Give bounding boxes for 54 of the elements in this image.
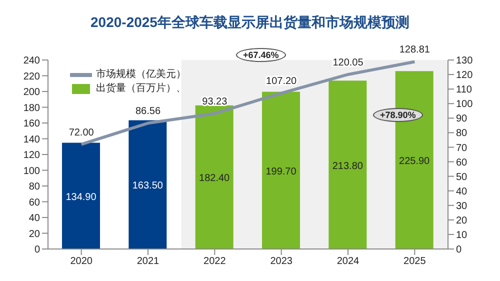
x-tick-label: 2024 [336, 256, 360, 268]
data-label: 128.81 [399, 44, 430, 56]
y-tick-label: 0 [34, 244, 40, 256]
chart-title: 2020-2025年全球车载显示屏出货量和市场规模预测 [90, 13, 410, 32]
legend-label: 出货量（百万片）、 [96, 82, 186, 96]
y2-tick-label: 10 [456, 230, 468, 242]
data-label: 213.80 [332, 160, 364, 172]
legend-label: 市场规模（亿美元） [96, 68, 186, 82]
bar [328, 80, 367, 249]
y2-tick-label: 90 [456, 114, 468, 125]
y-tick-label: 20 [28, 228, 40, 240]
y-tick-label: 180 [23, 102, 40, 114]
y2-tick-label: 110 [456, 84, 472, 96]
data-label: 199.70 [266, 166, 297, 178]
x-tick-label: 2020 [70, 256, 93, 268]
y2-tick-label: 120 [456, 70, 474, 82]
data-label: 134.90 [66, 192, 97, 203]
y2-tick-label: 50 [456, 172, 468, 183]
x-tick-label: 2022 [204, 256, 226, 268]
data-label: 225.90 [399, 156, 430, 168]
y2-tick-label: 30 [456, 200, 468, 212]
data-label: 182.40 [199, 173, 230, 184]
y-tick-label: 160 [23, 118, 40, 130]
data-label: 107.20 [266, 76, 298, 88]
oval-callout: +67.46% [236, 48, 286, 62]
y2-tick-label: 100 [456, 99, 474, 110]
y-tick-label: 120 [23, 150, 40, 162]
x-tick-label: 2021 [136, 256, 160, 268]
x-tick-label: 2025 [404, 256, 426, 268]
y-tick-label: 60 [28, 197, 40, 208]
bar [195, 105, 234, 249]
y-tick-label: 200 [23, 87, 40, 98]
y-tick-label: 80 [28, 182, 40, 193]
data-label: 163.50 [132, 180, 164, 192]
y-tick-label: 220 [23, 71, 40, 82]
y2-tick-label: 40 [456, 186, 468, 198]
y2-tick-label: 0 [456, 244, 462, 256]
y2-tick-label: 60 [456, 157, 468, 168]
data-label: 120.05 [332, 57, 364, 68]
data-label: 72.00 [68, 127, 94, 138]
y2-tick-label: 130 [456, 56, 474, 67]
x-tick-label: 2023 [270, 256, 293, 268]
y2-tick-label: 70 [456, 142, 468, 154]
y-tick-label: 100 [23, 166, 40, 177]
data-label: 93.23 [202, 96, 228, 108]
y2-tick-label: 80 [456, 128, 468, 140]
y-tick-label: 240 [23, 56, 40, 67]
data-label: 86.56 [135, 106, 161, 118]
bar [128, 120, 167, 249]
y-tick-label: 40 [28, 213, 40, 224]
bar [62, 142, 100, 249]
y2-tick-label: 20 [456, 215, 468, 226]
bar [262, 92, 300, 249]
y-tick-label: 140 [23, 134, 40, 146]
